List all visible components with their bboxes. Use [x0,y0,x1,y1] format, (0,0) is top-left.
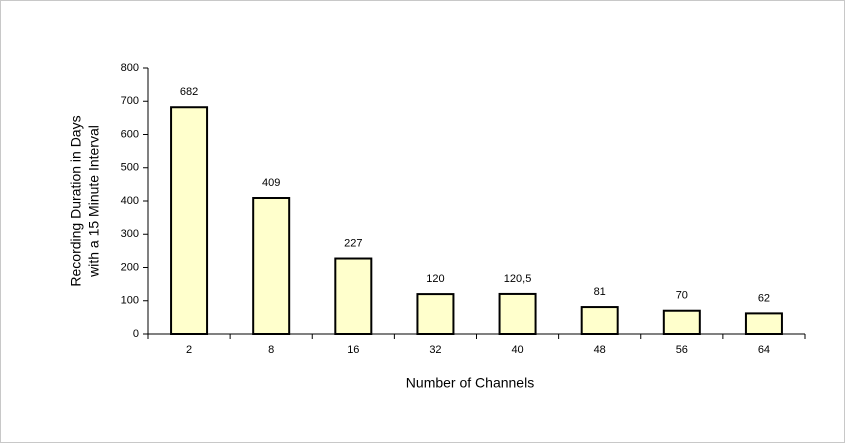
x-tick-label: 16 [347,344,359,356]
data-label: 409 [262,177,280,189]
bar [498,292,537,335]
x-tick-label: 48 [594,344,606,356]
data-label: 81 [594,286,606,298]
data-label: 120 [426,273,444,285]
bar [662,309,701,336]
bar [416,293,455,336]
y-axis-title: with a 15 Minute Interval [86,125,102,278]
bar [170,106,209,335]
data-label: 227 [344,237,362,249]
y-tick-label: 800 [121,62,139,74]
y-tick-label: 500 [121,162,139,174]
x-tick-label: 64 [758,344,770,356]
y-tick-label: 200 [121,261,139,273]
data-label: 70 [676,290,688,302]
y-tick-label: 300 [121,228,139,240]
data-label: 120,5 [504,273,532,285]
bar [252,197,291,335]
y-tick-label: 600 [121,128,139,140]
x-tick-label: 56 [676,344,688,356]
x-tick-label: 40 [511,344,523,356]
y-tick-label: 0 [133,328,139,340]
y-axis-title: Recording Duration in Days [68,115,84,286]
bar [580,306,619,336]
data-label: 62 [758,292,770,304]
x-tick-label: 8 [268,344,274,356]
bar [744,312,783,336]
y-tick-label: 100 [121,295,139,307]
y-tick-label: 400 [121,195,139,207]
bar [334,257,373,335]
y-tick-label: 700 [121,95,139,107]
x-tick-label: 32 [429,344,441,356]
x-tick-label: 2 [186,344,192,356]
data-label: 682 [180,86,198,98]
x-axis-title: Number of Channels [406,375,534,391]
